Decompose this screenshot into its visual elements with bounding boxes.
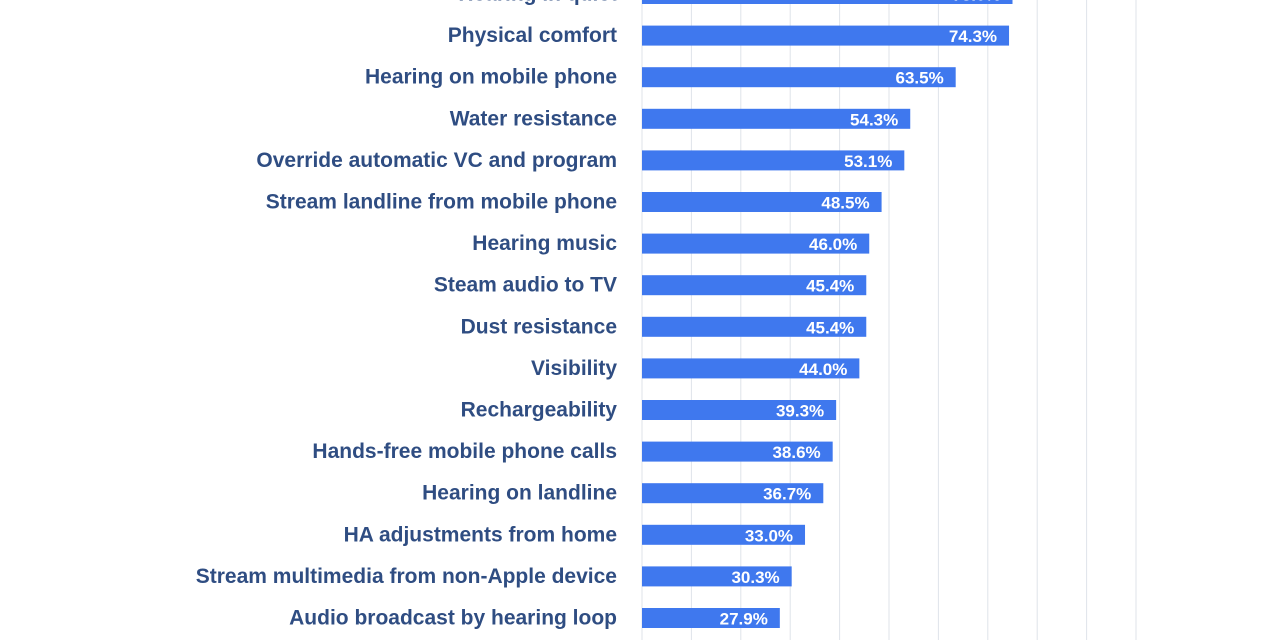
bars [642,0,1013,628]
bar [642,400,837,420]
category-label: Hearing on mobile phone [365,66,617,89]
value-label: 45.4% [806,318,854,337]
value-label: 39.3% [776,402,824,421]
bar [642,25,1010,46]
category-label: Stream landline from mobile phone [266,191,617,214]
bar [642,0,1013,4]
category-label: Hands-free mobile phone calls [312,440,617,463]
value-label: 53.1% [844,152,892,171]
value-label: 27.9% [720,610,768,629]
bar [642,566,792,587]
category-label: Hearing on landline [422,482,617,505]
bar [642,192,882,212]
value-label: 74.3% [949,27,997,46]
category-label: HA adjustments from home [344,523,617,546]
value-label: 54.3% [850,110,898,129]
value-label: 44.0% [799,360,847,379]
category-label: Visibility [531,357,617,380]
bar [642,483,824,504]
category-labels: Hearing in quiet Physical comfort Hearing … [196,0,618,630]
value-label: 46.0% [809,235,857,254]
bar [642,441,833,462]
bar [642,108,911,129]
category-label: Rechargeability [461,399,618,422]
value-label: 75.0% [952,0,1000,5]
category-label: Steam audio to TV [434,274,617,297]
bar [642,150,905,171]
value-label: 45.4% [806,277,854,296]
value-label: 63.5% [895,69,943,88]
value-labels: 75.0% 74.3% 63.5% 54.3% 53.1% 48.5% 46.0% 45.4%… [720,0,1001,629]
value-label: 48.5% [821,194,869,213]
bar [642,358,860,379]
value-label: 38.6% [772,443,820,462]
value-label: 30.3% [731,568,779,587]
category-label: Audio broadcast by hearing loop [289,607,617,630]
category-label: Water resistance [450,107,617,130]
category-label: Dust resistance [461,315,617,338]
bar [642,275,867,296]
bar [642,608,780,628]
category-label: Hearing music [472,232,617,255]
bar [642,316,867,337]
value-label: 33.0% [745,526,793,545]
bar [642,524,806,545]
bar [642,67,956,88]
category-label: Override automatic VC and program [256,149,617,172]
category-label: Stream multimedia from non-Apple device [196,565,617,588]
value-label: 36.7% [763,485,811,504]
category-label: Hearing in quiet [458,0,617,6]
bar [642,233,870,254]
category-label: Physical comfort [448,24,617,47]
